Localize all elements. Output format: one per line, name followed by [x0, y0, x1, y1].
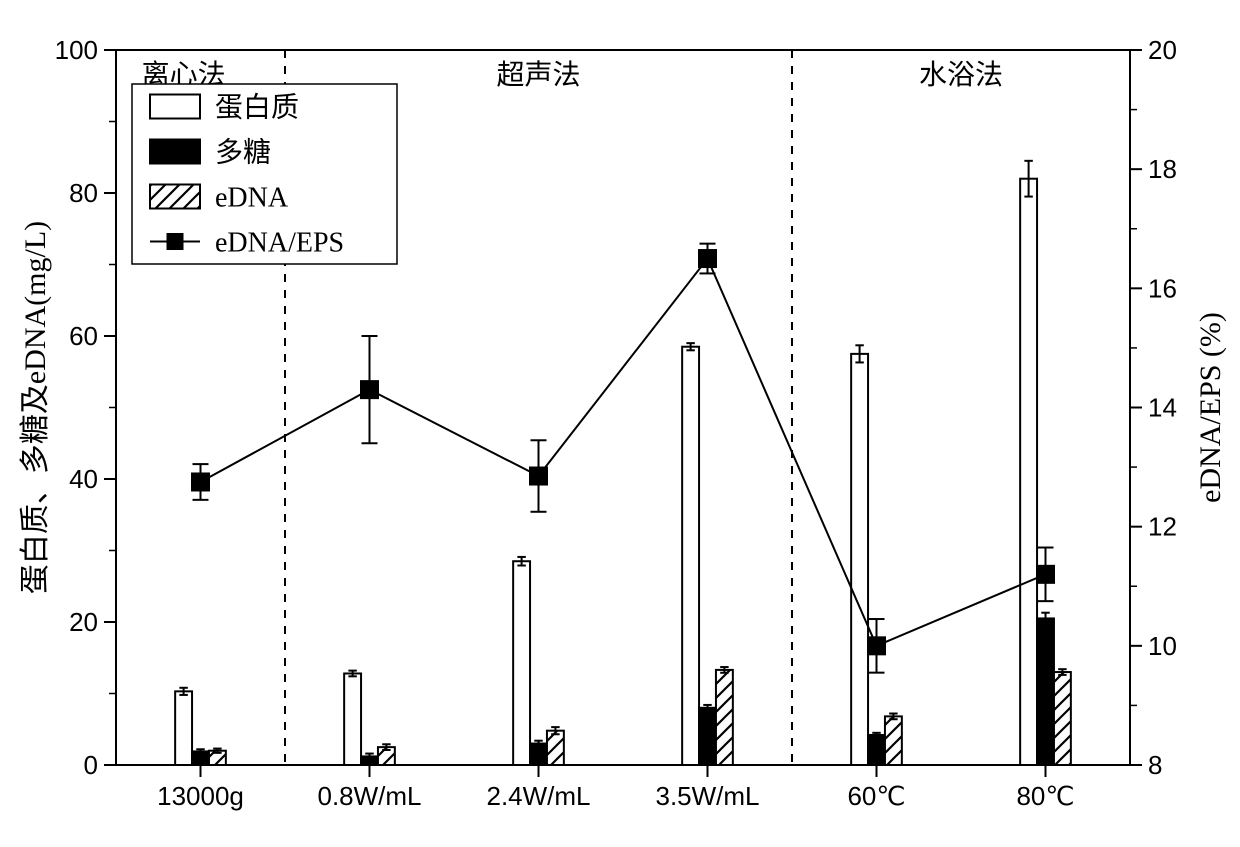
- y-left-tick-label: 0: [84, 750, 98, 780]
- x-tick-label: 0.8W/mL: [317, 781, 421, 811]
- y-right-tick-label: 12: [1148, 512, 1177, 542]
- section-label: 超声法: [496, 59, 580, 91]
- x-tick-label: 60℃: [847, 781, 905, 811]
- x-tick-label: 80℃: [1016, 781, 1074, 811]
- line-marker: [361, 381, 379, 399]
- y-right-tick-label: 16: [1148, 273, 1177, 303]
- chart-svg: 0204060801008101214161820离心法超声法水浴法13000g…: [0, 0, 1240, 847]
- line-marker: [699, 250, 717, 268]
- legend-label: 蛋白质: [215, 92, 299, 124]
- legend-label: 多糖: [215, 137, 271, 169]
- line-marker: [868, 637, 886, 655]
- line-marker: [1037, 565, 1055, 583]
- legend-swatch: [150, 95, 200, 119]
- bar-protein: [682, 347, 699, 765]
- line-edna-eps: [201, 259, 1046, 646]
- legend-label: eDNA/EPS: [215, 228, 344, 259]
- bar-eDNA: [1054, 672, 1071, 765]
- x-tick-label: 13000g: [157, 781, 244, 811]
- y-right-tick-label: 18: [1148, 154, 1177, 184]
- y-right-tick-label: 20: [1148, 35, 1177, 65]
- bar-protein: [851, 354, 868, 765]
- section-label: 水浴法: [919, 59, 1003, 91]
- y-right-tick-label: 14: [1148, 393, 1177, 423]
- bar-eDNA: [885, 716, 902, 765]
- legend-label: eDNA: [215, 183, 289, 214]
- y-left-tick-label: 100: [55, 35, 98, 65]
- bar-protein: [175, 691, 192, 765]
- bar-protein: [1020, 179, 1037, 765]
- bar-polysaccharide: [868, 735, 885, 765]
- legend-swatch: [150, 140, 200, 164]
- y-left-tick-label: 80: [69, 178, 98, 208]
- y-left-tick-label: 40: [69, 464, 98, 494]
- bar-eDNA: [547, 731, 564, 765]
- y-right-axis-title: eDNA/EPS (%): [1194, 312, 1227, 503]
- bar-polysaccharide: [1037, 618, 1054, 765]
- y-left-tick-label: 60: [69, 321, 98, 351]
- legend-marker: [167, 234, 183, 250]
- y-left-tick-label: 20: [69, 607, 98, 637]
- y-right-tick-label: 10: [1148, 631, 1177, 661]
- y-left-axis-title: 蛋白质、多糖及eDNA(mg/L): [19, 221, 52, 594]
- line-marker: [530, 467, 548, 485]
- y-right-tick-label: 8: [1148, 750, 1162, 780]
- legend-swatch: [150, 185, 200, 209]
- bar-polysaccharide: [699, 708, 716, 765]
- bar-protein: [344, 673, 361, 765]
- bar-protein: [513, 561, 530, 765]
- bar-eDNA: [716, 670, 733, 765]
- x-tick-label: 3.5W/mL: [655, 781, 759, 811]
- x-tick-label: 2.4W/mL: [486, 781, 590, 811]
- chart-container: 0204060801008101214161820离心法超声法水浴法13000g…: [0, 0, 1240, 847]
- line-marker: [192, 473, 210, 491]
